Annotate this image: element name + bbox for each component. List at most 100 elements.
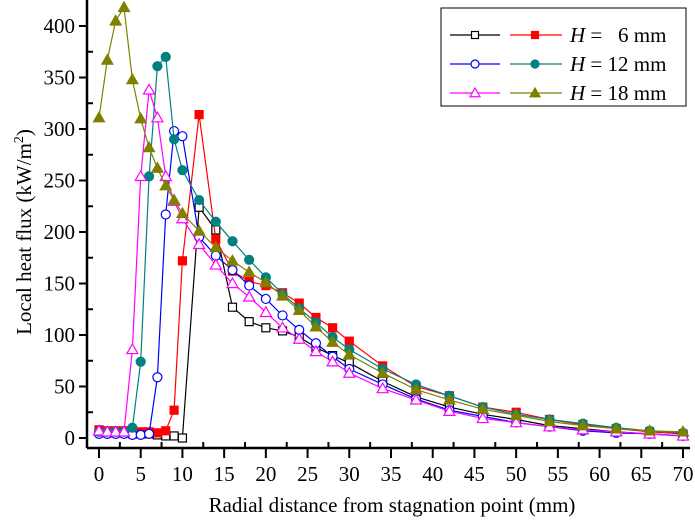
triangle-marker — [292, 332, 306, 344]
square-marker — [470, 30, 480, 40]
x-tick-label: 40 — [422, 462, 443, 486]
triangle-marker — [643, 424, 657, 436]
series-line — [98, 205, 684, 439]
legend-label: H = 18 mm — [569, 81, 666, 105]
triangle-marker — [509, 415, 523, 428]
circle-marker — [244, 280, 255, 291]
triangle-marker — [309, 344, 323, 357]
series-0 — [94, 202, 688, 443]
x-tick-label: 5 — [135, 462, 146, 486]
x-tick-label: 20 — [255, 462, 276, 486]
triangle-marker — [109, 425, 123, 437]
x-tick-label: 55 — [547, 462, 568, 486]
triangle-marker — [259, 275, 273, 288]
square-marker — [194, 109, 204, 120]
triangle-marker — [225, 254, 240, 266]
triangle-marker — [376, 381, 390, 394]
square-marker — [161, 426, 171, 436]
triangle-marker — [326, 355, 340, 367]
series-1 — [94, 109, 688, 439]
triangle-marker — [376, 366, 390, 378]
legend-label: H = 6 mm — [569, 23, 666, 47]
triangle-marker — [409, 393, 423, 405]
triangle-marker — [142, 83, 156, 95]
y-tick-label: 50 — [54, 375, 75, 399]
triangle-marker — [259, 305, 273, 318]
triangle-marker — [134, 169, 148, 182]
circle-marker — [177, 165, 188, 176]
triangle-marker — [150, 110, 164, 123]
x-tick-label: 60 — [589, 462, 610, 486]
triangle-marker — [442, 393, 456, 405]
y-tick-label: 100 — [44, 323, 76, 347]
triangle-marker — [342, 366, 356, 378]
series-3 — [93, 51, 689, 438]
triangle-marker — [468, 86, 482, 98]
y-tick-label: 200 — [44, 220, 76, 244]
x-tick-label: 50 — [506, 462, 527, 486]
legend-label-var: H — [569, 52, 587, 76]
square-marker — [227, 302, 238, 312]
triangle-marker — [117, 0, 131, 13]
triangle-marker — [292, 303, 306, 316]
y-tick-label: 400 — [44, 14, 76, 38]
y-tick-label: 350 — [44, 66, 76, 90]
circle-marker — [227, 236, 238, 247]
circle-marker — [177, 131, 188, 142]
square-marker — [177, 433, 188, 443]
legend-label-value: = 6 mm — [585, 23, 666, 47]
triangle-marker — [142, 140, 156, 153]
circle-marker — [143, 428, 155, 439]
square-marker — [169, 431, 179, 441]
series-layer — [92, 0, 690, 443]
y-axis-title-base: Local heat flux (kW/m — [12, 143, 36, 335]
square-marker — [169, 405, 179, 415]
triangle-marker — [409, 382, 423, 395]
circle-marker — [194, 194, 205, 206]
x-tick-label: 65 — [631, 462, 652, 486]
triangle-marker — [100, 53, 114, 65]
circle-marker — [244, 254, 255, 265]
triangle-marker — [225, 276, 240, 289]
circle-marker — [160, 51, 171, 63]
square-marker — [211, 225, 221, 235]
circle-marker — [227, 265, 238, 276]
triangle-marker — [134, 111, 148, 124]
circle-marker — [127, 422, 138, 433]
triangle-marker — [100, 425, 114, 437]
triangle-marker — [150, 161, 164, 173]
legend: H = 6 mmH = 12 mmH = 18 mm — [440, 7, 687, 107]
circle-marker — [260, 293, 271, 305]
circle-marker — [135, 356, 146, 367]
triangle-marker — [92, 110, 106, 123]
x-tick-label: 35 — [381, 462, 402, 486]
legend-label-value: = 18 mm — [585, 81, 666, 105]
x-tick-label: 10 — [172, 462, 193, 486]
triangle-marker — [442, 404, 456, 416]
circle-marker — [168, 134, 180, 145]
y-tick-label: 250 — [44, 169, 76, 193]
triangle-marker — [326, 335, 340, 347]
triangle-marker — [125, 342, 139, 355]
triangle-marker — [342, 347, 356, 360]
triangle-marker — [542, 414, 557, 427]
triangle-marker — [242, 290, 256, 302]
circle-marker — [530, 59, 540, 69]
square-marker — [344, 336, 354, 346]
y-tick-label: 0 — [65, 426, 76, 450]
legend-box — [440, 7, 687, 107]
triangle-marker — [276, 289, 290, 301]
circle-marker — [152, 61, 163, 72]
triangle-marker — [309, 320, 323, 332]
triangle-marker — [167, 193, 181, 205]
circle-marker — [135, 429, 146, 441]
circle-marker — [470, 59, 480, 69]
triangle-marker — [175, 206, 189, 219]
series-5 — [92, 0, 690, 437]
square-marker — [152, 428, 162, 438]
legend-label-var: H — [569, 81, 587, 105]
square-marker — [177, 256, 188, 266]
triangle-marker — [117, 425, 131, 437]
x-tick-label: 30 — [339, 462, 360, 486]
